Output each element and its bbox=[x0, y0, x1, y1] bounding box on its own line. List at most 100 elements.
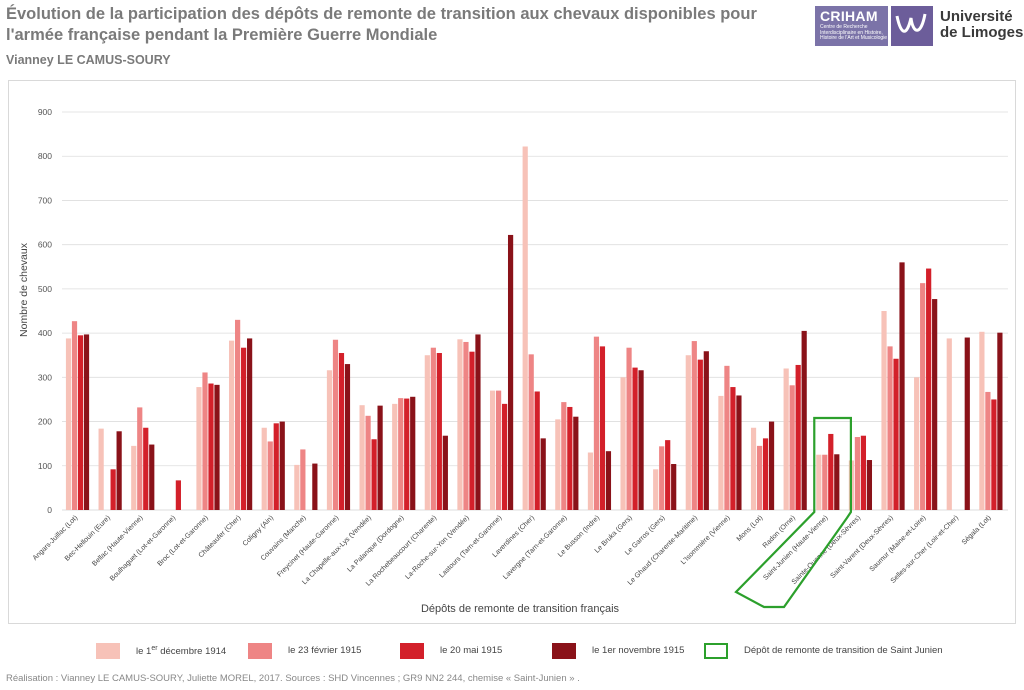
y-axis-label: Nombre de chevaux bbox=[18, 242, 30, 337]
legend-swatch-2 bbox=[248, 643, 272, 659]
bar bbox=[659, 446, 665, 510]
y-tick-label: 300 bbox=[38, 372, 52, 382]
bar bbox=[463, 341, 469, 510]
bar bbox=[110, 469, 116, 510]
x-tick-label: Saumur (Maine-et-Loire) bbox=[869, 514, 928, 573]
bar bbox=[860, 435, 867, 510]
bar bbox=[273, 423, 279, 510]
bar bbox=[671, 464, 677, 510]
legend-label-1: le 1er décembre 1914 bbox=[136, 645, 226, 657]
bar bbox=[605, 451, 612, 510]
x-axis-label: Dépôts de remonte de transition français bbox=[421, 603, 620, 615]
x-tick-label: Selles-sur-Cher (Loir-et-Cher) bbox=[890, 514, 960, 584]
legend-label-3: le 20 mai 1915 bbox=[440, 645, 503, 656]
x-tick-label: La Palanque (Dordogne) bbox=[346, 514, 405, 573]
y-tick-label: 800 bbox=[38, 151, 52, 161]
bar bbox=[338, 353, 345, 510]
author: Vianney LE CAMUS-SOURY bbox=[6, 53, 171, 67]
bar bbox=[202, 372, 208, 510]
footer-credits: Réalisation : Vianney LE CAMUS-SOURY, Ju… bbox=[6, 673, 580, 684]
bar bbox=[573, 416, 579, 510]
bar bbox=[457, 339, 463, 510]
legend-label-1-prefix: le 1 bbox=[136, 646, 152, 658]
bar bbox=[866, 460, 873, 510]
bar bbox=[638, 370, 644, 510]
x-tick-label: La Rochebeaucourt (Charente) bbox=[365, 514, 438, 587]
x-tick-label: Coligny (Ain) bbox=[242, 514, 275, 547]
bar bbox=[300, 449, 306, 510]
criham-logo: CRIHAM Centre de Recherche Interdiscipli… bbox=[815, 6, 888, 46]
bar bbox=[691, 341, 697, 510]
bar bbox=[377, 405, 383, 510]
bar bbox=[920, 283, 926, 510]
bar bbox=[555, 419, 561, 510]
bar bbox=[599, 346, 606, 510]
x-tick-label: Saint-Junien (Haute-Vienne) bbox=[762, 514, 829, 581]
bar bbox=[489, 390, 496, 510]
bar bbox=[344, 364, 351, 510]
bar bbox=[404, 398, 410, 510]
bar bbox=[294, 464, 300, 510]
bar bbox=[854, 437, 861, 510]
bar bbox=[247, 338, 253, 510]
x-tick-label: La-Roche-sur-Yon (Vendée) bbox=[404, 514, 470, 580]
bar bbox=[881, 311, 887, 510]
bar bbox=[703, 351, 709, 510]
saint-junien-highlight bbox=[734, 416, 852, 609]
bar bbox=[326, 370, 333, 510]
chart-frame bbox=[8, 80, 1016, 624]
x-tick-label: Saint-Varent (Deux-Sèvres) bbox=[829, 514, 894, 579]
chart-title: Évolution de la participation des dépôts… bbox=[6, 5, 757, 44]
bar bbox=[469, 351, 475, 510]
bar bbox=[736, 395, 742, 510]
bar bbox=[261, 427, 267, 510]
bar bbox=[430, 347, 436, 510]
bar bbox=[718, 395, 724, 510]
bar bbox=[196, 387, 202, 510]
bar bbox=[214, 384, 220, 510]
bar bbox=[77, 335, 84, 510]
bar bbox=[98, 428, 104, 510]
bar bbox=[137, 407, 143, 510]
criham-logo-text: CRIHAM bbox=[820, 8, 878, 24]
university-line2: de Limoges bbox=[940, 24, 1024, 41]
bar bbox=[893, 358, 899, 510]
bar bbox=[312, 463, 318, 510]
bar bbox=[593, 336, 600, 510]
bar bbox=[208, 383, 214, 510]
bar bbox=[149, 444, 155, 510]
bar bbox=[267, 441, 273, 510]
bar bbox=[730, 387, 736, 510]
bars bbox=[65, 146, 1003, 510]
legend-swatch-3 bbox=[400, 643, 424, 659]
bar bbox=[235, 319, 241, 510]
bar bbox=[626, 347, 632, 510]
bar bbox=[926, 268, 932, 510]
bar bbox=[71, 321, 78, 510]
legend-label-4: le 1er novembre 1915 bbox=[592, 645, 685, 656]
bar bbox=[143, 427, 149, 510]
x-tick-label: Lastours (Tarn-et-Garonne) bbox=[438, 514, 503, 579]
bar bbox=[567, 406, 573, 510]
y-tick-label: 700 bbox=[38, 195, 52, 205]
bar bbox=[279, 421, 285, 510]
bar bbox=[116, 431, 122, 510]
y-tick-label: 500 bbox=[38, 284, 52, 294]
bar bbox=[131, 445, 137, 510]
bar bbox=[991, 399, 997, 510]
bar bbox=[665, 440, 671, 510]
bar bbox=[828, 433, 834, 510]
x-tick-label: Ségala (Lot) bbox=[961, 514, 993, 546]
legend-swatch-5 bbox=[704, 643, 728, 659]
bar bbox=[65, 338, 72, 510]
bar bbox=[789, 385, 795, 510]
bar bbox=[724, 365, 730, 510]
saint-junien-highlight-box bbox=[734, 416, 852, 609]
bar bbox=[795, 364, 801, 510]
bar bbox=[392, 403, 398, 510]
university-logo-mark bbox=[891, 6, 933, 46]
bar bbox=[229, 340, 235, 510]
legend-label-1-suffix: décembre 1914 bbox=[157, 646, 227, 658]
bar bbox=[685, 355, 691, 510]
